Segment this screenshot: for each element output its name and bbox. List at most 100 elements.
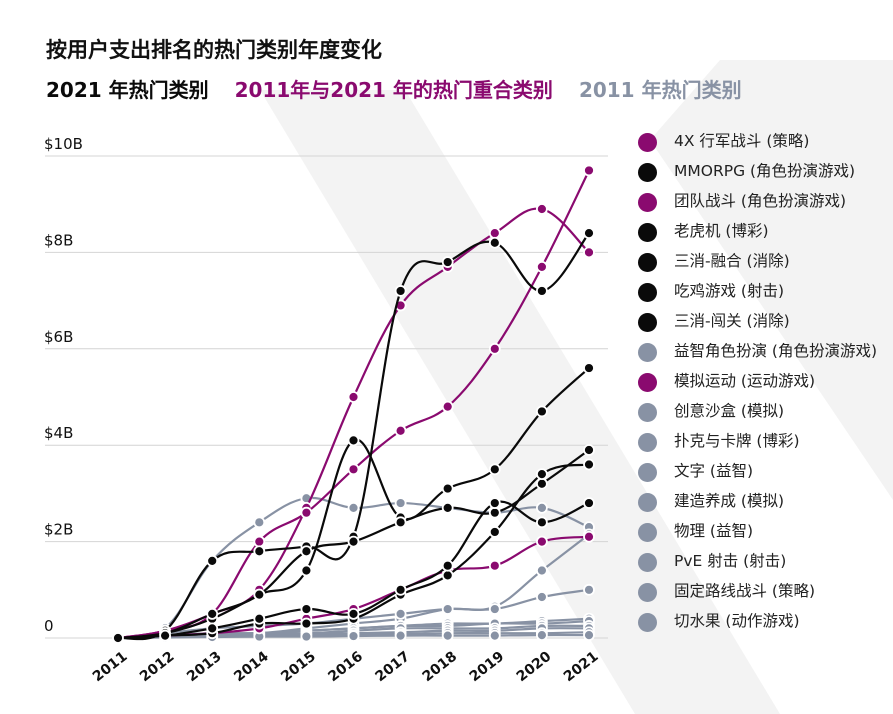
data-point — [206, 622, 219, 635]
series-line — [117, 207, 590, 640]
data-point — [536, 564, 548, 577]
data-point — [583, 227, 595, 240]
legend-marker — [638, 283, 657, 302]
data-point — [347, 630, 360, 642]
data-point — [394, 424, 407, 437]
legend-marker — [638, 553, 657, 572]
legend-item: PvE 射击 (射击) — [638, 550, 888, 573]
data-point — [347, 391, 360, 403]
data-point — [536, 516, 548, 529]
legend-label: MMORPG (角色扮演游戏) — [674, 162, 856, 180]
x-tick-label: 2011 — [90, 649, 131, 686]
legend-item: 益智角色扮演 (角色扮演游戏) — [638, 340, 888, 363]
chart-title: 按用户支出排名的热门类别年度变化 — [46, 38, 382, 62]
y-tick-label: $6B — [44, 328, 73, 346]
data-point — [206, 608, 219, 620]
legend-item: 老虎机 (博彩) — [638, 220, 888, 243]
series-line — [117, 232, 590, 641]
data-point — [488, 526, 501, 538]
legend-marker — [638, 583, 657, 602]
data-point — [394, 583, 407, 596]
x-tick-label: 2012 — [137, 649, 178, 686]
legend-label: 团队战斗 (角色扮演游戏) — [674, 192, 847, 210]
data-point — [300, 603, 313, 615]
data-point — [300, 630, 313, 643]
data-point — [441, 256, 454, 268]
legend-label: 三消-闯关 (消除) — [674, 312, 790, 330]
subtitle-top-2011: 2011 年热门类别 — [578, 78, 742, 102]
legend-item: 创意沙盒 (模拟) — [638, 400, 888, 423]
data-point — [536, 501, 548, 514]
legend-label: 吃鸡游戏 (射击) — [674, 282, 785, 300]
data-point — [583, 629, 595, 642]
legend-label: 老虎机 (博彩) — [674, 222, 769, 240]
data-point — [394, 516, 407, 529]
legend-item: 三消-融合 (消除) — [638, 250, 888, 273]
legend-label: 创意沙盒 (模拟) — [674, 402, 785, 420]
data-point — [253, 516, 266, 529]
data-point — [536, 535, 548, 548]
x-tick-label: 2017 — [373, 649, 414, 686]
data-point — [583, 246, 595, 259]
legend-marker — [638, 523, 657, 542]
data-point — [583, 164, 595, 177]
legend-label: 切水果 (动作游戏) — [674, 612, 800, 630]
y-tick-label: $4B — [44, 424, 73, 442]
chart-subtitle: 2021 年热门类别 2011年与2021 年的热门重合类别 2011 年热门类… — [46, 74, 742, 103]
data-point — [253, 612, 266, 625]
data-point — [488, 506, 501, 519]
y-tick-label: $10B — [44, 135, 83, 153]
data-point — [583, 583, 595, 596]
data-point — [347, 501, 360, 514]
legend-marker — [638, 223, 657, 242]
data-point — [488, 463, 501, 476]
data-point — [441, 400, 454, 413]
data-point — [112, 632, 124, 644]
data-point — [347, 434, 360, 447]
data-point — [300, 545, 313, 558]
data-point — [583, 444, 595, 456]
legend-item: 吃鸡游戏 (射击) — [638, 280, 888, 303]
data-point — [441, 501, 454, 514]
x-tick-label: 2015 — [278, 649, 319, 686]
data-point — [488, 497, 501, 509]
legend-label: 文字 (益智) — [674, 462, 754, 480]
subtitle-top-2021: 2021 年热门类别 — [46, 78, 209, 102]
data-point — [206, 554, 219, 567]
x-tick-label: 2020 — [514, 648, 555, 685]
legend-marker — [638, 403, 657, 422]
data-point — [536, 629, 548, 642]
subtitle-overlap: 2011年与2021 年的热门重合类别 — [234, 78, 553, 102]
x-tick-label: 2016 — [325, 649, 366, 686]
data-point — [441, 559, 454, 572]
data-point — [394, 608, 407, 620]
legend-label: 益智角色扮演 (角色扮演游戏) — [674, 342, 878, 360]
data-point — [300, 564, 313, 577]
data-point — [441, 629, 454, 642]
legend-marker — [638, 433, 657, 452]
legend-item: 4X 行军战斗 (策略) — [638, 130, 888, 153]
x-tick-label: 2014 — [231, 648, 272, 685]
data-point — [488, 603, 501, 615]
data-point — [488, 227, 501, 240]
y-tick-label: $8B — [44, 231, 73, 249]
data-point — [536, 260, 548, 273]
data-point — [583, 497, 595, 509]
legend-label: 模拟运动 (运动游戏) — [674, 372, 816, 390]
data-point — [583, 458, 595, 471]
legend-label: 三消-融合 (消除) — [674, 252, 790, 270]
legend-marker — [638, 373, 657, 392]
data-point — [583, 530, 595, 543]
data-point — [583, 362, 595, 374]
x-tick-label: 2013 — [184, 649, 225, 686]
legend-item: 物理 (益智) — [638, 520, 888, 543]
data-point — [394, 497, 407, 509]
data-point — [441, 569, 454, 582]
legend-marker — [638, 163, 657, 182]
data-point — [536, 203, 548, 215]
x-tick-label: 2018 — [420, 649, 461, 686]
data-point — [536, 405, 548, 418]
legend-item: 扑克与卡牌 (博彩) — [638, 430, 888, 453]
legend-marker — [638, 343, 657, 362]
data-point — [300, 617, 313, 630]
